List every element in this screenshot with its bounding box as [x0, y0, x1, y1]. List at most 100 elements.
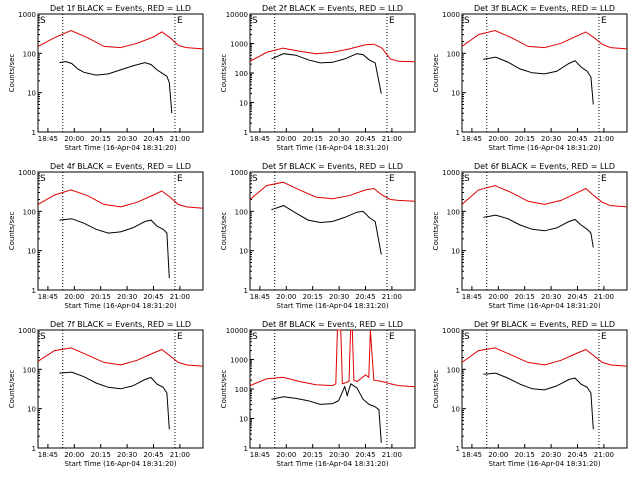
y-tick-label: 10	[451, 406, 460, 414]
x-tick-label: 18:45	[38, 135, 58, 143]
x-tick-label: 18:45	[250, 135, 270, 143]
y-tick-label: 1000	[230, 357, 248, 365]
events-series-line	[59, 60, 173, 114]
x-tick-label: 21:00	[382, 135, 402, 143]
x-tick-label: 20:00	[488, 135, 508, 143]
start-marker-label: S	[40, 16, 46, 26]
start-marker-label: S	[252, 16, 258, 26]
x-tick-label: 20:15	[91, 293, 111, 301]
x-axis-label: Start Time (16-Apr-04 18:31:20)	[488, 460, 600, 468]
x-tick-label: 20:00	[64, 135, 84, 143]
y-tick-label: 1	[32, 129, 36, 137]
y-tick-label: 1	[456, 287, 460, 295]
start-marker-label: S	[464, 174, 470, 184]
x-tick-label: 20:30	[541, 293, 561, 301]
x-tick-label: 20:30	[329, 293, 349, 301]
y-tick-label: 1000	[18, 11, 36, 19]
y-tick-label: 100	[235, 208, 248, 216]
chart-panel-5: Det 5f BLACK = Events, RED = LLD 1 10 100 10…	[220, 162, 416, 310]
x-tick-label: 20:45	[567, 135, 587, 143]
y-tick-label: 100	[235, 386, 248, 394]
y-tick-label: 10000	[226, 327, 248, 335]
end-marker-label: E	[177, 174, 183, 184]
x-tick-label: 20:30	[541, 451, 561, 459]
y-tick-label: 10000	[226, 11, 248, 19]
y-tick-label: 1000	[18, 327, 36, 335]
x-axis-label: Start Time (16-Apr-04 18:31:20)	[64, 302, 176, 310]
plot-frame	[461, 329, 628, 449]
events-series-line	[483, 214, 594, 248]
chart-title: Det 4f BLACK = Events, RED = LLD	[50, 162, 191, 171]
x-tick-label: 21:00	[170, 451, 190, 459]
x-axis-label: Start Time (16-Apr-04 18:31:20)	[64, 460, 176, 468]
y-tick-label: 10	[239, 248, 248, 256]
y-tick-label: 10	[27, 90, 36, 98]
y-tick-label: 1	[32, 287, 36, 295]
x-tick-label: 20:45	[355, 293, 375, 301]
y-tick-label: 1	[456, 445, 460, 453]
y-tick-label: 1000	[18, 169, 36, 177]
lld-series-line	[37, 347, 204, 367]
x-tick-label: 20:15	[303, 293, 323, 301]
y-tick-label: 1000	[442, 11, 460, 19]
y-tick-label: 100	[447, 50, 460, 58]
chart-title: Det 3f BLACK = Events, RED = LLD	[474, 4, 615, 13]
x-axis-label: Start Time (16-Apr-04 18:31:20)	[276, 302, 388, 310]
x-tick-label: 20:00	[276, 135, 296, 143]
x-tick-label: 18:45	[250, 293, 270, 301]
x-tick-label: 18:45	[38, 451, 58, 459]
x-tick-label: 20:00	[64, 451, 84, 459]
start-marker-label: S	[252, 332, 258, 342]
lld-series-line	[461, 347, 628, 367]
y-tick-label: 1	[244, 445, 248, 453]
chart-panel-4: Det 4f BLACK = Events, RED = LLD 1 10 100 10…	[8, 162, 204, 310]
y-tick-label: 100	[23, 366, 36, 374]
y-tick-label: 10	[27, 248, 36, 256]
end-marker-label: E	[601, 174, 607, 184]
y-tick-label: 1	[32, 445, 36, 453]
lld-series-line	[461, 185, 628, 208]
y-tick-label: 1000	[230, 169, 248, 177]
plot-frame	[249, 329, 416, 449]
y-axis-label: Counts/sec	[8, 370, 16, 409]
x-tick-label: 20:00	[64, 293, 84, 301]
end-marker-label: E	[601, 16, 607, 26]
x-tick-label: 21:00	[594, 135, 614, 143]
x-tick-label: 20:45	[567, 451, 587, 459]
x-tick-label: 18:45	[250, 451, 270, 459]
y-tick-label: 1	[456, 129, 460, 137]
x-axis-label: Start Time (16-Apr-04 18:31:20)	[488, 302, 600, 310]
y-tick-label: 100	[23, 50, 36, 58]
chart-panel-8: Det 8f BLACK = Events, RED = LLD 1 10 100 10…	[220, 320, 416, 468]
x-tick-label: 20:00	[276, 293, 296, 301]
y-tick-label: 10	[239, 100, 248, 108]
chart-title: Det 2f BLACK = Events, RED = LLD	[262, 4, 403, 13]
y-axis-label: Counts/sec	[220, 370, 228, 409]
events-series-line	[271, 53, 382, 94]
x-tick-label: 20:45	[355, 451, 375, 459]
x-tick-label: 20:30	[329, 135, 349, 143]
y-tick-label: 10	[451, 248, 460, 256]
events-series-line	[483, 56, 594, 105]
y-axis-label: Counts/sec	[8, 54, 16, 93]
x-tick-label: 20:00	[488, 293, 508, 301]
x-tick-label: 20:00	[276, 451, 296, 459]
end-marker-label: E	[601, 332, 607, 342]
end-marker-label: E	[177, 332, 183, 342]
lld-series-line	[37, 189, 204, 209]
x-tick-label: 21:00	[382, 293, 402, 301]
end-marker-label: E	[177, 16, 183, 26]
chart-title: Det 6f BLACK = Events, RED = LLD	[474, 162, 615, 171]
lld-series-line	[249, 181, 416, 202]
end-marker-label: E	[389, 174, 395, 184]
x-axis-label: Start Time (16-Apr-04 18:31:20)	[276, 144, 388, 152]
x-tick-label: 20:00	[488, 451, 508, 459]
chart-title: Det 1f BLACK = Events, RED = LLD	[50, 4, 191, 13]
plot-frame	[249, 13, 416, 133]
lld-series-line	[249, 329, 416, 388]
y-tick-label: 10	[239, 416, 248, 424]
y-axis-label: Counts/sec	[432, 54, 440, 93]
x-tick-label: 20:15	[515, 451, 535, 459]
events-series-line	[59, 218, 170, 279]
x-tick-label: 18:45	[462, 451, 482, 459]
